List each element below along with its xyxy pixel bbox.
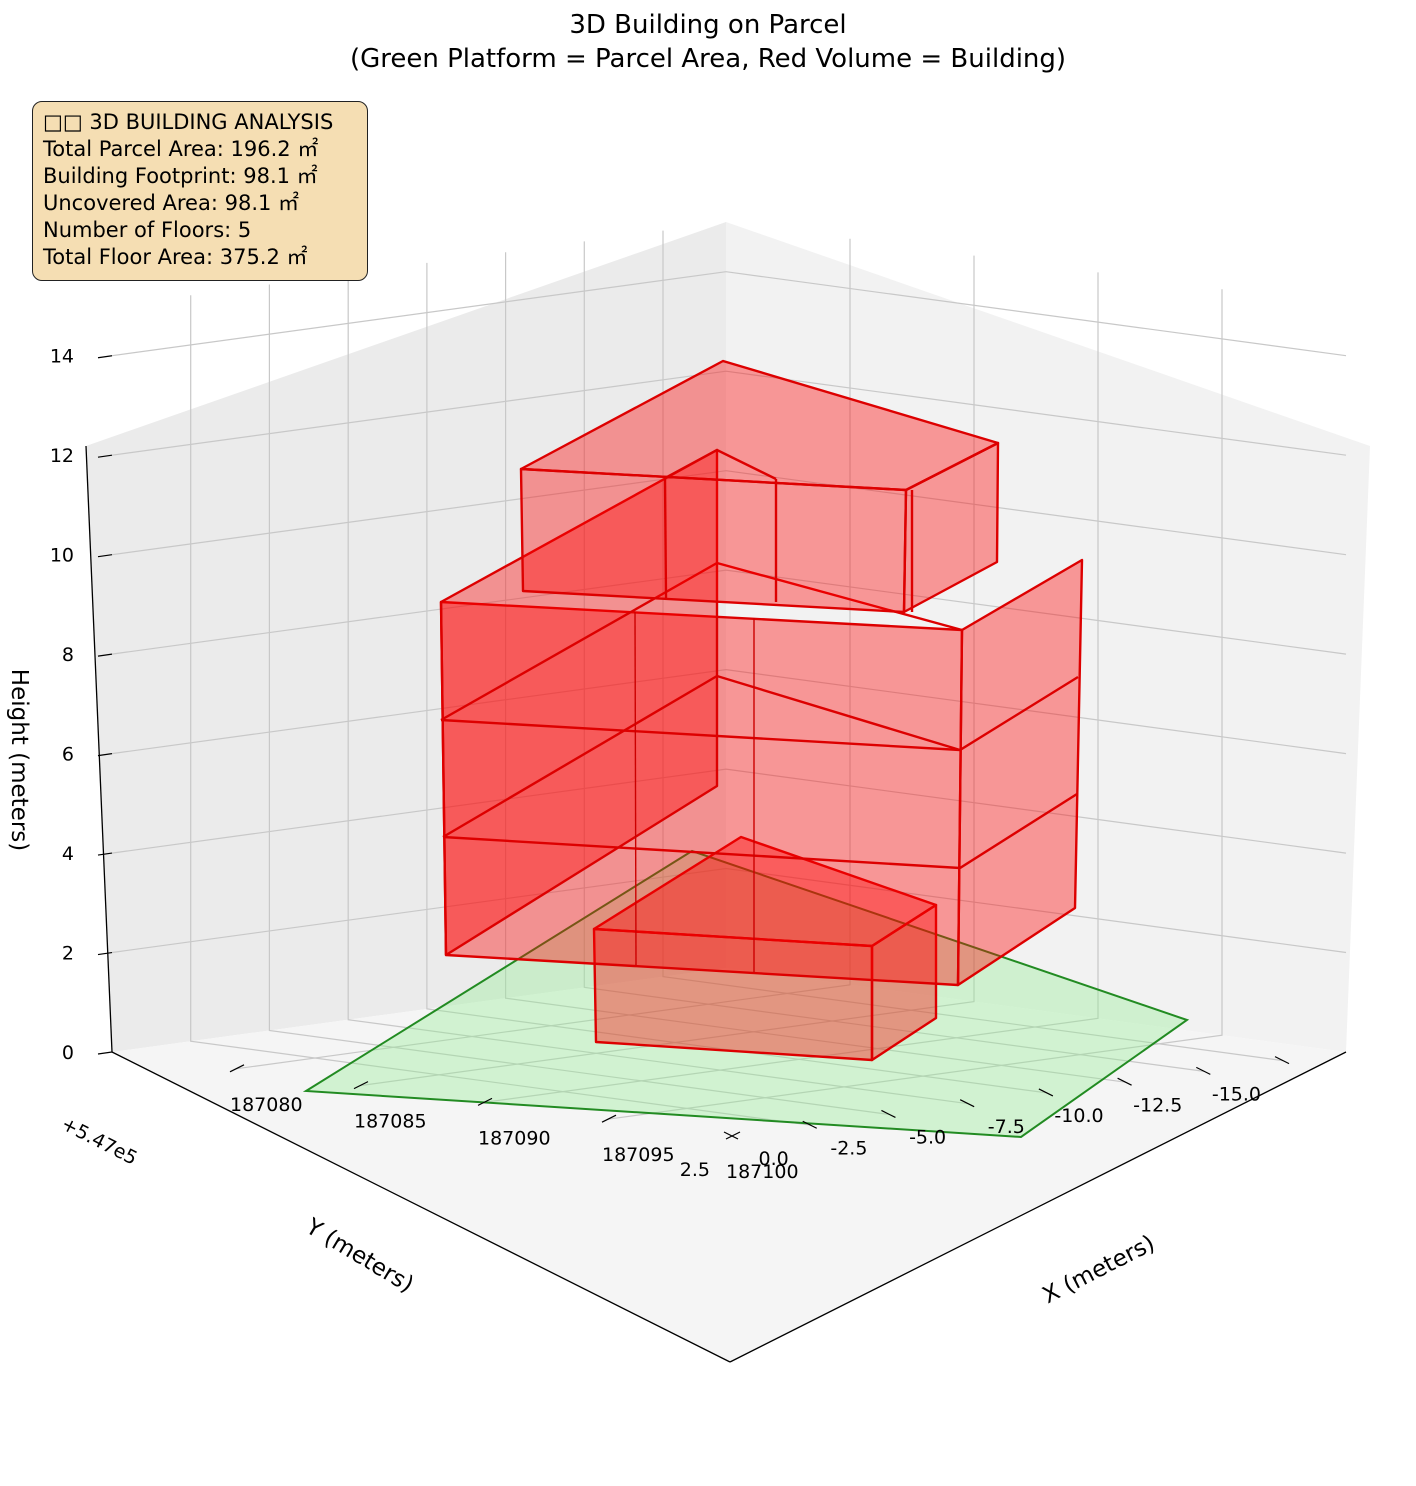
y-offset-label: +5.47e5: [58, 1113, 141, 1170]
grid-line-z: [111, 668, 1347, 755]
x-tick-label: 187100: [726, 1161, 799, 1183]
z-tick-label: 10: [50, 545, 74, 567]
z-tick-mark: [97, 852, 113, 856]
y-tick-label: -15.0: [1212, 1084, 1261, 1106]
floor-divider-line: [442, 674, 961, 839]
z-tick-label: 2: [62, 943, 74, 965]
floor1-top-face: [592, 835, 938, 948]
y-tick-mark: [1117, 1077, 1132, 1086]
z-tick-mark: [97, 355, 113, 359]
grid-line-z: [111, 271, 1347, 357]
y-tick-mark: [802, 1120, 817, 1129]
z-tick-mark: [97, 753, 113, 757]
z-tick-mark: [97, 951, 113, 956]
chart-title: 3D Building on Parcel: [569, 10, 847, 40]
y-tick-label: 0.0: [758, 1148, 788, 1170]
y-tick-mark: [723, 1131, 739, 1140]
parcel-platform: [302, 849, 1190, 1139]
y-axis-label: Y (meters): [300, 1213, 418, 1298]
grid-line-z: [111, 768, 1347, 854]
info-floor-area: Total Floor Area: 375.2 ㎡: [43, 245, 308, 269]
z-tick-label: 12: [50, 445, 74, 467]
x-tick-mark: [725, 1131, 741, 1140]
x-tick-mark: [601, 1114, 617, 1123]
y-tick-mark: [959, 1099, 975, 1108]
y-axis-line: [111, 1051, 731, 1363]
floor-pane: [112, 968, 1346, 1362]
chart-title-block: 3D Building on Parcel (Green Platform = …: [0, 8, 1416, 76]
z-tick-label: 0: [62, 1042, 74, 1064]
z-axis-label: Height (meters): [6, 669, 32, 851]
tick-labels: 187080 187085 187090 187095 187100 -15.0 -12.5…: [50, 346, 1290, 1183]
axes: [85, 445, 1347, 1363]
info-header: □□ 3D BUILDING ANALYSIS: [43, 110, 334, 134]
info-footprint: Building Footprint: 98.1 ㎡: [43, 164, 318, 188]
y-tick-label: -10.0: [1054, 1105, 1103, 1127]
x-tick-mark: [353, 1081, 369, 1090]
z-tick-label: 8: [62, 644, 74, 666]
grid-line-z: [111, 470, 1347, 556]
vertical-edge: [634, 611, 637, 966]
x-tick-label: 187080: [230, 1094, 303, 1116]
y-tick-label: -12.5: [1133, 1094, 1182, 1116]
x-axis-line: [729, 1051, 1347, 1363]
z-tick-label: 4: [62, 843, 74, 865]
info-box: □□ 3D BUILDING ANALYSIS Total Parcel Are…: [32, 101, 368, 281]
z-axis-line: [85, 445, 113, 1053]
y-tick-mark: [881, 1109, 896, 1118]
info-parcel-area: Total Parcel Area: 196.2 ㎡: [43, 137, 319, 161]
parcel-layer: [302, 849, 1190, 1139]
info-floors: Number of Floors: 5: [43, 218, 252, 242]
y-tick-label: -7.5: [988, 1116, 1025, 1138]
grid-line-z: [111, 867, 1347, 954]
z-tick-mark: [97, 554, 113, 558]
z-tick-mark: [97, 1051, 113, 1055]
z-tick-mark: [97, 653, 113, 657]
y-tick-mark: [1274, 1056, 1290, 1065]
building-layer: [439, 359, 1084, 1062]
z-tick-label: 6: [62, 744, 74, 766]
y-tick-mark: [1038, 1088, 1054, 1097]
roof-ridge: [664, 448, 777, 481]
back-pane-right: [726, 222, 1370, 1052]
z-tick-label: 14: [50, 346, 74, 368]
floor-divider-line: [442, 792, 1078, 870]
x-axis-label: X (meters): [1038, 1230, 1159, 1309]
info-uncovered: Uncovered Area: 98.1 ㎡: [43, 191, 300, 215]
y-tick-mark: [1196, 1066, 1211, 1075]
y-tick-label: -2.5: [830, 1137, 867, 1159]
vertical-edge: [663, 477, 668, 599]
chart-subtitle: (Green Platform = Parcel Area, Red Volum…: [349, 44, 1067, 74]
grid-line-z: [111, 370, 1347, 456]
main-side-face: [956, 558, 1084, 987]
x-tick-label: 187095: [602, 1144, 675, 1166]
top-roof-face: [519, 359, 1000, 492]
z-tick-mark: [97, 454, 113, 458]
y-tick-label: -5.0: [909, 1127, 946, 1149]
x-tick-label: 187085: [354, 1111, 427, 1133]
x-tick-mark: [477, 1097, 493, 1106]
x-tick-mark: [229, 1064, 245, 1073]
floor-divider-line: [440, 561, 963, 722]
grid-line-z: [111, 569, 1347, 655]
y-tick-label: 2.5: [680, 1159, 710, 1181]
x-tick-label: 187090: [478, 1127, 551, 1149]
top-front-face: [519, 467, 908, 614]
